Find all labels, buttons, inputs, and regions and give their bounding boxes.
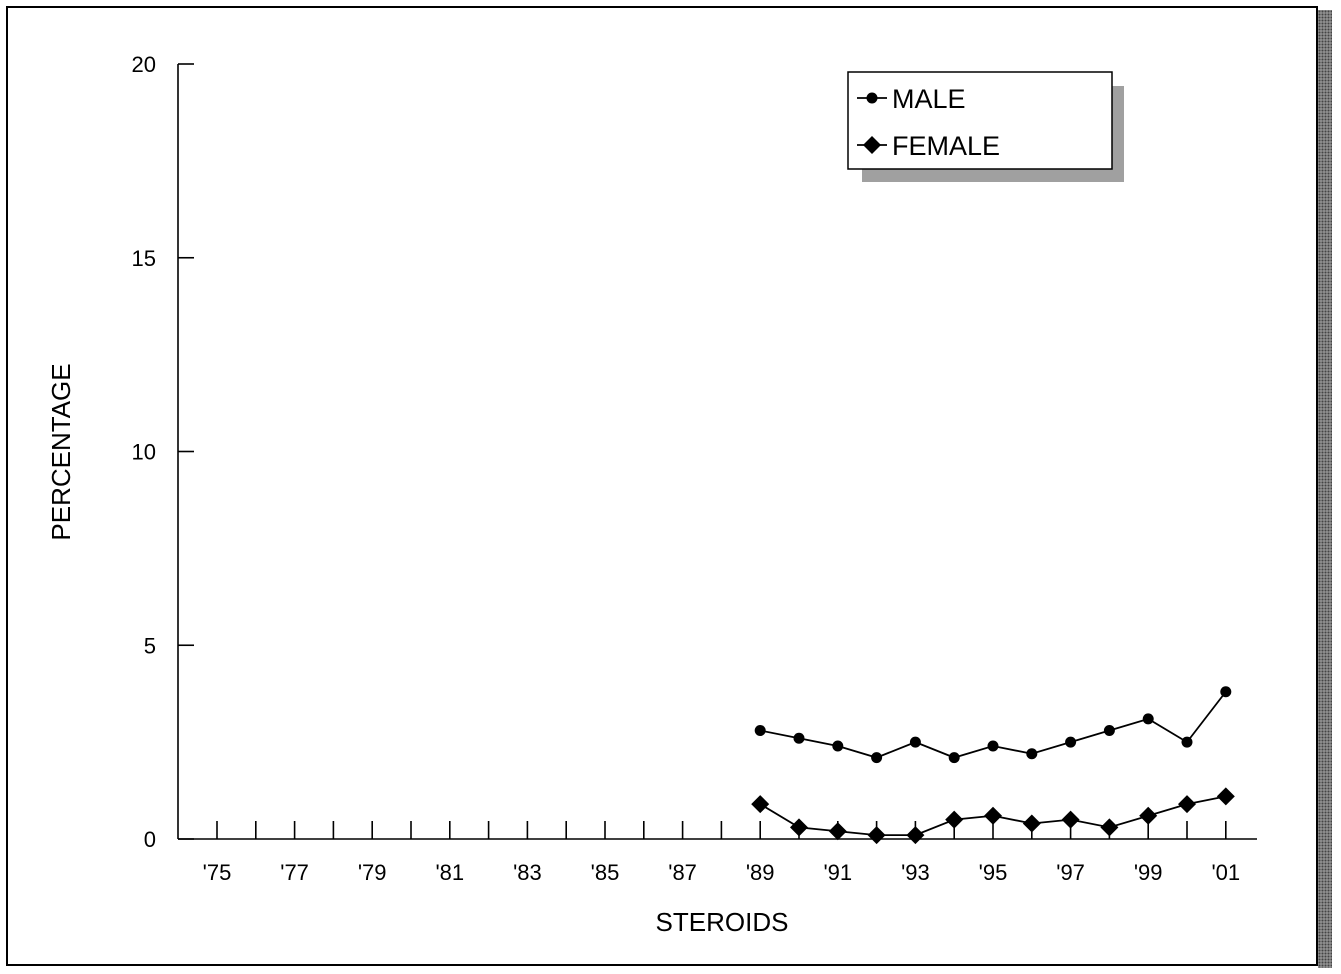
data-point-female: [984, 806, 1002, 825]
data-point-male: [832, 740, 844, 752]
x-axis-title: STEROIDS: [656, 907, 789, 937]
legend-marker: [863, 136, 881, 154]
x-tick-label: '77: [280, 860, 309, 885]
data-point-female: [867, 826, 886, 845]
x-tick-label: '83: [513, 860, 542, 885]
x-tick-label: '01: [1211, 860, 1240, 885]
data-point-female: [790, 818, 808, 837]
legend: MALE FEMALE: [847, 71, 1124, 182]
legend-label: FEMALE: [892, 131, 1000, 161]
y-axis: 0 5 10 15 20: [132, 52, 194, 852]
x-tick-label: '81: [435, 860, 464, 885]
data-point-male: [1065, 736, 1077, 748]
data-point-female: [828, 822, 847, 841]
x-tick-label: '91: [823, 860, 852, 885]
x-tick-label: '97: [1056, 860, 1085, 885]
data-point-female: [945, 810, 964, 829]
data-point-male: [948, 752, 960, 764]
legend-label: MALE: [892, 84, 966, 114]
data-point-male: [1103, 725, 1115, 736]
x-tick-label: '93: [901, 860, 930, 885]
legend-entry-female: FEMALE: [857, 131, 1000, 161]
legend-entry-male: MALE: [857, 84, 966, 114]
y-tick-label: 20: [132, 52, 156, 77]
x-axis: '75 '77 '79 '81 '83 '85 '87 '89 '91 '93 '95 '97 '99 '…: [178, 821, 1257, 885]
legend-box: [847, 71, 1113, 170]
data-point-male: [1142, 713, 1154, 725]
data-point-female: [1216, 787, 1235, 806]
data-point-male: [1220, 686, 1232, 698]
series-layer: [751, 686, 1235, 845]
data-point-male: [1181, 736, 1193, 748]
y-tick-label: 10: [132, 440, 156, 465]
data-point-male: [909, 736, 921, 748]
x-tick-label: '99: [1134, 860, 1163, 885]
y-tick-label: 5: [144, 633, 156, 658]
data-point-male: [987, 740, 999, 752]
frame-shadow: [1318, 10, 1332, 968]
data-point-female: [751, 795, 770, 814]
x-tick-label: '87: [668, 860, 697, 885]
y-tick-label: 0: [144, 827, 156, 852]
x-tick-label: '89: [746, 860, 775, 885]
data-point-female: [1139, 806, 1158, 825]
data-point-female: [1100, 818, 1119, 837]
data-point-female: [1178, 795, 1196, 814]
data-point-female: [1061, 810, 1080, 829]
y-axis-title: PERCENTAGE: [46, 363, 76, 540]
series-female: [751, 787, 1235, 845]
data-point-male: [793, 732, 805, 744]
legend-marker: [866, 92, 878, 104]
x-tick-label: '95: [979, 860, 1008, 885]
data-point-female: [906, 826, 925, 845]
x-tick-label: '79: [358, 860, 387, 885]
series-male: [754, 686, 1232, 764]
y-tick-label: 15: [132, 246, 156, 271]
x-tick-label: '75: [203, 860, 232, 885]
x-tick-label: '85: [591, 860, 620, 885]
data-point-male: [1026, 748, 1038, 760]
data-point-male: [754, 725, 766, 736]
data-point-female: [1022, 814, 1041, 833]
data-point-male: [871, 752, 883, 764]
